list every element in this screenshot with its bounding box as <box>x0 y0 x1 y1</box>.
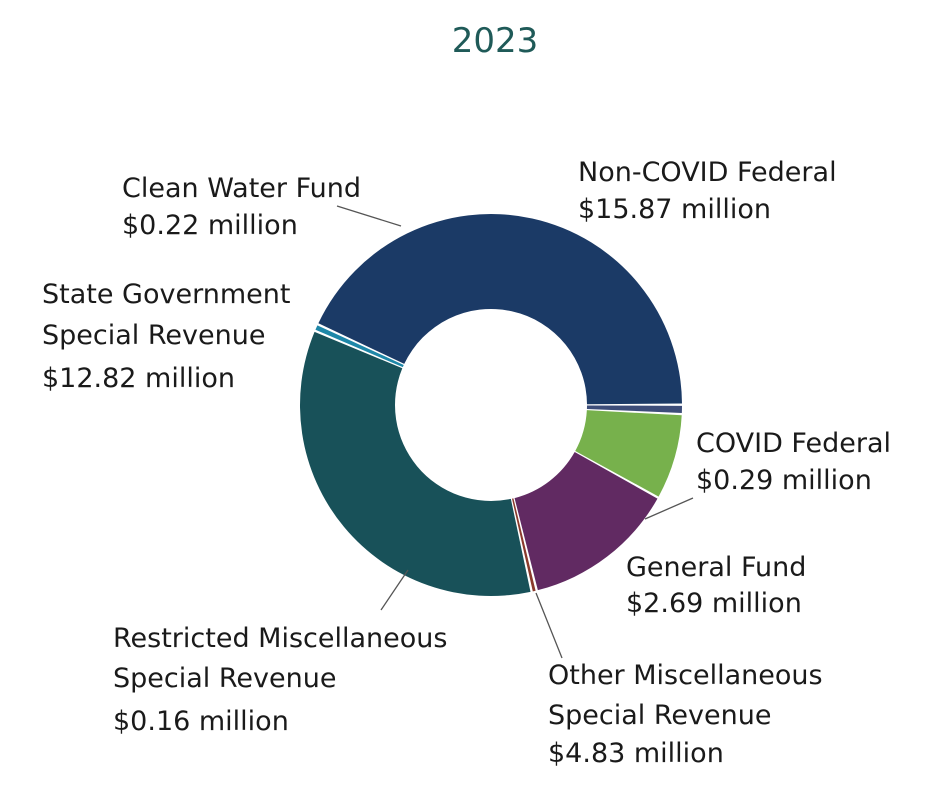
label-clean-water-fund: Clean Water Fund $0.22 million <box>122 173 361 241</box>
label-non-covid-federal: Non-COVID Federal $15.87 million <box>578 157 837 225</box>
label-general-fund: General Fund $2.69 million <box>626 552 806 619</box>
leaders-layer <box>336 205 694 659</box>
label-general-fund-line-2: $2.69 million <box>626 588 802 619</box>
label-restricted-miscellaneous-special-revenue: Restricted Miscellaneous Special Revenue $… <box>113 623 447 737</box>
slice-state-government-special-revenue <box>300 331 531 596</box>
label-state-government-special-revenue: State Government Special Revenue $12.82 mi… <box>42 279 290 394</box>
slice-general-fund <box>575 410 682 497</box>
label-state-government-special-revenue-line-2: Special Revenue <box>42 320 265 351</box>
label-covid-federal: COVID Federal $0.29 million <box>696 428 891 496</box>
slice-non-covid-federal <box>318 214 682 405</box>
slices-layer <box>300 214 682 596</box>
slice-restricted-miscellaneous-special-revenue <box>512 498 536 592</box>
label-clean-water-fund-line-1: Clean Water Fund <box>122 173 361 204</box>
leader-line-clean-water-fund <box>336 205 402 227</box>
label-clean-water-fund-line-2: $0.22 million <box>122 210 298 241</box>
slice-covid-federal <box>586 405 682 413</box>
label-state-government-special-revenue-line-3: $12.82 million <box>42 363 235 394</box>
label-restricted-miscellaneous-special-revenue-line-1: Restricted Miscellaneous <box>113 623 447 654</box>
label-other-miscellaneous-special-revenue-line-3: $4.83 million <box>548 738 724 769</box>
label-restricted-miscellaneous-special-revenue-line-2: Special Revenue <box>113 663 336 694</box>
label-covid-federal-line-1: COVID Federal <box>696 428 891 459</box>
labels-layer: Non-COVID Federal $15.87 million COVID Fed… <box>42 157 891 769</box>
slice-clean-water-fund <box>315 325 404 368</box>
label-other-miscellaneous-special-revenue: Other Miscellaneous Special Revenue $4.83 … <box>548 660 823 769</box>
label-other-miscellaneous-special-revenue-line-2: Special Revenue <box>548 700 771 731</box>
label-general-fund-line-1: General Fund <box>626 552 806 583</box>
label-non-covid-federal-line-1: Non-COVID Federal <box>578 157 837 188</box>
leader-line-other-miscellaneous-special-revenue <box>535 592 563 659</box>
label-non-covid-federal-line-2: $15.87 million <box>578 194 771 225</box>
label-other-miscellaneous-special-revenue-line-1: Other Miscellaneous <box>548 660 823 691</box>
slice-other-miscellaneous-special-revenue <box>514 452 658 591</box>
label-covid-federal-line-2: $0.29 million <box>696 465 872 496</box>
label-restricted-miscellaneous-special-revenue-line-3: $0.16 million <box>113 706 289 737</box>
leader-line-restricted-miscellaneous-special-revenue <box>380 569 409 611</box>
label-state-government-special-revenue-line-1: State Government <box>42 279 290 310</box>
chart-title: 2023 <box>452 21 539 61</box>
leader-line-covid-federal <box>644 497 694 520</box>
